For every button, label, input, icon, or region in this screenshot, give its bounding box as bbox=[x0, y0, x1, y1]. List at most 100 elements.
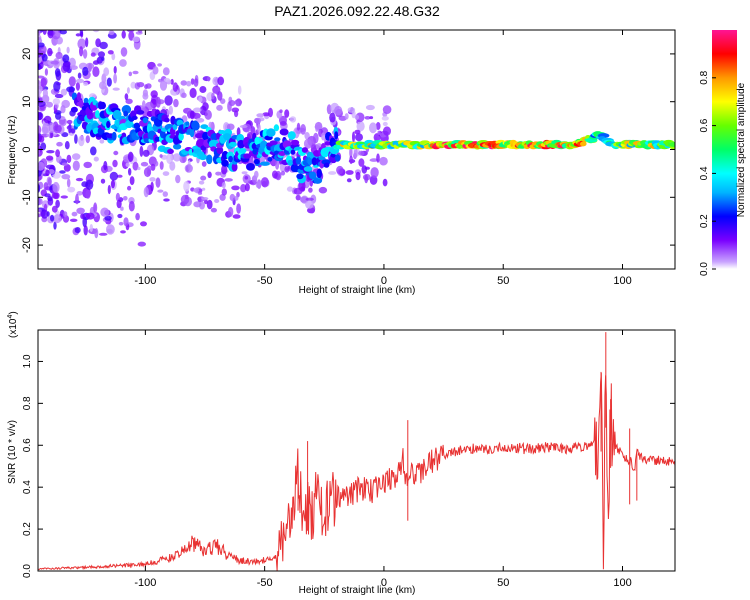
spectrogram-blob bbox=[35, 0, 43, 4]
spectrogram-blob bbox=[379, 156, 388, 166]
spectrogram-blob bbox=[104, 0, 108, 9]
snr-y-tick-label: 0.8 bbox=[22, 396, 33, 410]
spectrogram-blob bbox=[53, 221, 57, 230]
spectrogram-blob bbox=[51, 0, 56, 5]
spectrogram-blob bbox=[382, 121, 388, 127]
spectrogram-blob bbox=[272, 170, 278, 179]
spectrogram-y-tick-label: 10 bbox=[21, 96, 33, 108]
spectrogram-ridge-blob bbox=[173, 143, 182, 150]
spectrogram-blob bbox=[313, 132, 319, 144]
spectrogram-blob bbox=[99, 139, 105, 144]
spectrogram-blob bbox=[41, 0, 45, 4]
spectrogram-ridge-blob bbox=[185, 121, 190, 127]
spectrogram-blob bbox=[54, 21, 62, 29]
spectrogram-blob bbox=[193, 201, 202, 208]
spectrogram-blob bbox=[140, 161, 149, 167]
spectrogram-ridge-blob bbox=[274, 137, 281, 142]
spectrogram-blob bbox=[189, 87, 197, 99]
spectrogram-blob bbox=[224, 178, 233, 182]
spectrogram-blob bbox=[159, 80, 168, 91]
spectrogram-blob bbox=[256, 113, 265, 118]
spectrogram-blob bbox=[377, 130, 381, 135]
spectrogram-ridge-blob bbox=[316, 168, 322, 179]
spectrogram-blob bbox=[121, 30, 126, 39]
spectrogram-blob bbox=[101, 56, 105, 61]
spectrogram-blob bbox=[254, 117, 262, 124]
spectrogram-blob bbox=[98, 51, 105, 58]
spectrogram-ridge-blob bbox=[287, 159, 294, 166]
spectrogram-blob bbox=[120, 17, 125, 25]
spectrogram-blob bbox=[159, 161, 164, 170]
spectrogram-blob bbox=[79, 13, 87, 23]
spectrogram-blob bbox=[78, 135, 85, 147]
spectrogram-blob bbox=[128, 71, 132, 77]
spectrogram-blob bbox=[381, 116, 389, 121]
spectrogram-blob bbox=[113, 66, 117, 74]
spectrogram-blob bbox=[182, 155, 186, 163]
spectrogram-blob bbox=[206, 199, 213, 210]
spectrogram-blob bbox=[142, 149, 150, 157]
spectrogram-blob bbox=[56, 141, 63, 147]
spectrogram-blob bbox=[119, 10, 126, 15]
spectrogram-blob bbox=[128, 200, 135, 212]
spectrogram-blob bbox=[137, 30, 143, 34]
spectrogram-blob bbox=[100, 178, 106, 184]
spectrogram-blob bbox=[60, 88, 68, 96]
spectrogram-ridge-blob bbox=[296, 173, 304, 180]
spectrogram-blob bbox=[47, 47, 53, 57]
spectrogram-blob bbox=[169, 161, 176, 171]
spectrogram-ridge-blob bbox=[133, 122, 141, 129]
spectrogram-blob bbox=[119, 59, 127, 67]
spectrogram-blob bbox=[193, 188, 200, 193]
spectrogram-blob bbox=[349, 155, 353, 165]
spectrogram-blob bbox=[237, 85, 242, 95]
spectrogram-blob bbox=[111, 179, 115, 189]
spectrogram-blob bbox=[38, 84, 43, 95]
spectrogram-blob bbox=[309, 179, 313, 187]
spectrogram-blob bbox=[123, 16, 130, 25]
spectrogram-ridge-blob bbox=[202, 132, 209, 141]
snr-y-tick-label: 0.2 bbox=[22, 522, 33, 536]
spectrogram-blob bbox=[60, 195, 68, 199]
spectrogram-blob bbox=[159, 154, 163, 158]
spectrogram-blob bbox=[349, 146, 353, 158]
spectrogram-blob bbox=[66, 46, 70, 54]
spectrogram-blob bbox=[204, 109, 212, 120]
spectrogram-blob bbox=[77, 72, 82, 79]
spectrogram-blob bbox=[40, 209, 49, 219]
spectrogram-blob bbox=[314, 124, 323, 130]
spectrogram-blob bbox=[38, 208, 42, 213]
spectrogram-ridge-blob bbox=[291, 139, 300, 146]
spectrogram-blob bbox=[38, 161, 45, 171]
spectrogram-blob bbox=[38, 34, 42, 44]
spectrogram-blob bbox=[137, 166, 141, 171]
spectrogram-ridge-blob bbox=[189, 127, 195, 138]
spectrogram-blob bbox=[164, 95, 173, 106]
colorbar-tick-label: 0.8 bbox=[699, 70, 710, 84]
spectrogram-blob bbox=[286, 186, 294, 192]
spectrogram-blob bbox=[42, 122, 51, 134]
spectrogram-blob bbox=[295, 194, 301, 201]
svg-text:(x104): (x104) bbox=[7, 311, 19, 338]
spectrogram-ridge-blob bbox=[123, 110, 129, 117]
spectrogram-blob bbox=[308, 187, 313, 193]
spectrogram-blob bbox=[303, 138, 312, 149]
spectrogram-ridge-blob bbox=[216, 146, 224, 155]
spectrogram-blob bbox=[44, 68, 49, 76]
spectrogram-blob bbox=[38, 42, 45, 48]
spectrogram-blob bbox=[147, 169, 151, 176]
spectrogram-blob bbox=[139, 145, 144, 157]
spectrogram-ridge-blob bbox=[223, 133, 232, 141]
spectrogram-blob bbox=[113, 73, 117, 84]
spectrogram-ridge-blob bbox=[112, 109, 122, 120]
spectrogram-blob bbox=[135, 212, 140, 221]
spectrogram-ridge-blob bbox=[136, 110, 145, 115]
spectrogram-x-label: Height of straight line (km) bbox=[299, 285, 416, 296]
spectrogram-blob bbox=[382, 105, 392, 114]
spectrogram-blob bbox=[120, 230, 126, 234]
spectrogram-ridge-blob bbox=[131, 115, 138, 120]
spectrogram-ridge-blob bbox=[70, 106, 78, 113]
spectrogram-blob bbox=[279, 121, 287, 126]
spectrogram-blob bbox=[255, 182, 261, 188]
spectrogram-blob bbox=[61, 132, 69, 138]
